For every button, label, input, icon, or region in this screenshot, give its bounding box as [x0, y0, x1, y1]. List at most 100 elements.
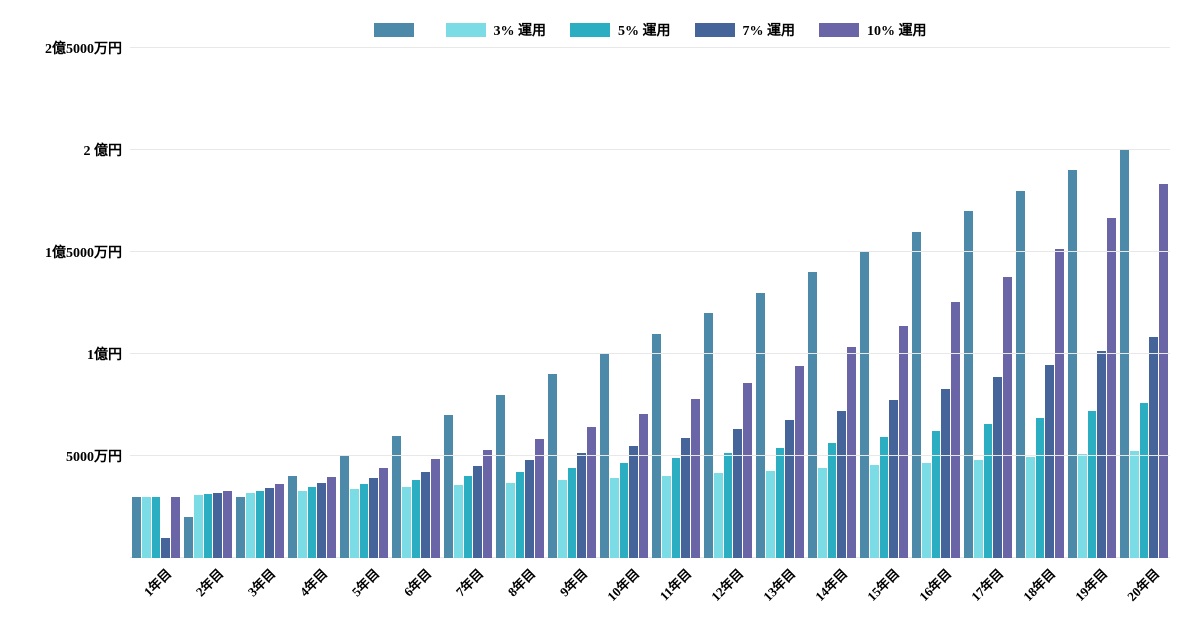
- bar: [620, 463, 629, 558]
- bar: [1088, 411, 1097, 558]
- bar: [464, 476, 473, 558]
- bar-group: 17年目: [962, 48, 1014, 558]
- bar: [610, 478, 619, 558]
- bar-group: 3年目: [234, 48, 286, 558]
- legend: 3% 運用 5% 運用 7% 運用 10% 運用: [130, 20, 1170, 40]
- bar: [327, 477, 336, 558]
- legend-label: 10% 運用: [867, 20, 927, 40]
- bar: [516, 472, 525, 558]
- bar: [974, 460, 983, 558]
- x-axis-label: 13年目: [758, 564, 799, 605]
- bar: [308, 487, 317, 558]
- bar: [984, 424, 993, 558]
- legend-swatch: [695, 23, 735, 37]
- bar: [652, 334, 661, 558]
- bar: [912, 232, 921, 558]
- bars-layer: 1年目2年目3年目4年目5年目6年目7年目8年目9年目10年目11年目12年目1…: [130, 48, 1170, 558]
- x-axis-label: 16年目: [914, 564, 955, 605]
- bar: [837, 411, 846, 558]
- legend-swatch: [374, 23, 414, 37]
- bar-group: 4年目: [286, 48, 338, 558]
- bar: [629, 446, 638, 559]
- x-axis-label: 3年目: [243, 564, 279, 600]
- bar: [161, 538, 170, 558]
- bar: [587, 427, 596, 558]
- bar: [246, 493, 255, 558]
- bar: [152, 497, 161, 558]
- x-axis-label: 18年目: [1018, 564, 1059, 605]
- y-axis-label: 5000万円: [66, 446, 130, 466]
- bar: [548, 374, 557, 558]
- bar: [340, 456, 349, 558]
- grid-line: 2億5000万円: [130, 47, 1170, 48]
- legend-item: 7% 運用: [695, 20, 796, 40]
- legend-label: 3% 運用: [494, 20, 547, 40]
- grid-line: 2 億円: [130, 149, 1170, 150]
- bar: [402, 487, 411, 558]
- bar: [600, 354, 609, 558]
- bar: [223, 491, 232, 558]
- legend-label: 5% 運用: [618, 20, 671, 40]
- x-axis-label: 9年目: [555, 564, 591, 600]
- x-axis-label: 20年目: [1122, 564, 1163, 605]
- bar: [204, 494, 213, 558]
- bar-group: 15年目: [858, 48, 910, 558]
- bar-group: 18年目: [1014, 48, 1066, 558]
- bar: [506, 483, 515, 558]
- bar-group: 5年目: [338, 48, 390, 558]
- bar: [473, 466, 482, 558]
- bar: [298, 491, 307, 558]
- bar: [1107, 218, 1116, 558]
- x-axis-label: 1年目: [139, 564, 175, 600]
- bar-group: 11年目: [650, 48, 702, 558]
- y-axis-label: 2億5000万円: [45, 38, 130, 58]
- bar: [1149, 337, 1158, 558]
- bar-group: 10年目: [598, 48, 650, 558]
- x-axis-label: 11年目: [655, 564, 696, 605]
- bar: [724, 453, 733, 558]
- bar: [525, 460, 534, 558]
- bar: [317, 483, 326, 558]
- bar: [535, 439, 544, 558]
- bar: [1036, 418, 1045, 558]
- bar: [1016, 191, 1025, 558]
- bar: [870, 465, 879, 558]
- bar: [714, 473, 723, 558]
- bar: [993, 377, 1002, 558]
- bar: [662, 476, 671, 558]
- x-axis-label: 10年目: [602, 564, 643, 605]
- bar: [577, 453, 586, 558]
- y-axis-label: 1億円: [87, 344, 130, 364]
- x-axis-label: 8年目: [503, 564, 539, 600]
- bar: [171, 497, 180, 558]
- bar: [369, 478, 378, 558]
- legend-swatch: [446, 23, 486, 37]
- bar: [1140, 403, 1149, 558]
- x-axis-label: 17年目: [966, 564, 1007, 605]
- x-axis-label: 14年目: [810, 564, 851, 605]
- bar: [412, 480, 421, 558]
- bar: [392, 436, 401, 558]
- bar: [444, 415, 453, 558]
- bar: [639, 414, 648, 558]
- bar: [256, 491, 265, 558]
- x-axis-label: 7年目: [451, 564, 487, 600]
- bar: [889, 400, 898, 558]
- bar-group: 7年目: [442, 48, 494, 558]
- bar: [132, 497, 141, 558]
- x-axis-label: 12年目: [706, 564, 747, 605]
- x-axis-label: 19年目: [1070, 564, 1111, 605]
- bar: [860, 252, 869, 558]
- bar: [421, 472, 430, 558]
- bar: [818, 468, 827, 558]
- bar: [496, 395, 505, 558]
- bar-group: 19年目: [1066, 48, 1118, 558]
- bar: [951, 302, 960, 558]
- bar: [213, 493, 222, 558]
- bar: [142, 497, 151, 558]
- bar: [922, 463, 931, 558]
- x-axis-label: 15年目: [862, 564, 903, 605]
- bar-group: 9年目: [546, 48, 598, 558]
- chart-container: 3% 運用 5% 運用 7% 運用 10% 運用 1年目2年目3年目4年目5年目6年目…: [0, 0, 1200, 630]
- bar: [733, 429, 742, 558]
